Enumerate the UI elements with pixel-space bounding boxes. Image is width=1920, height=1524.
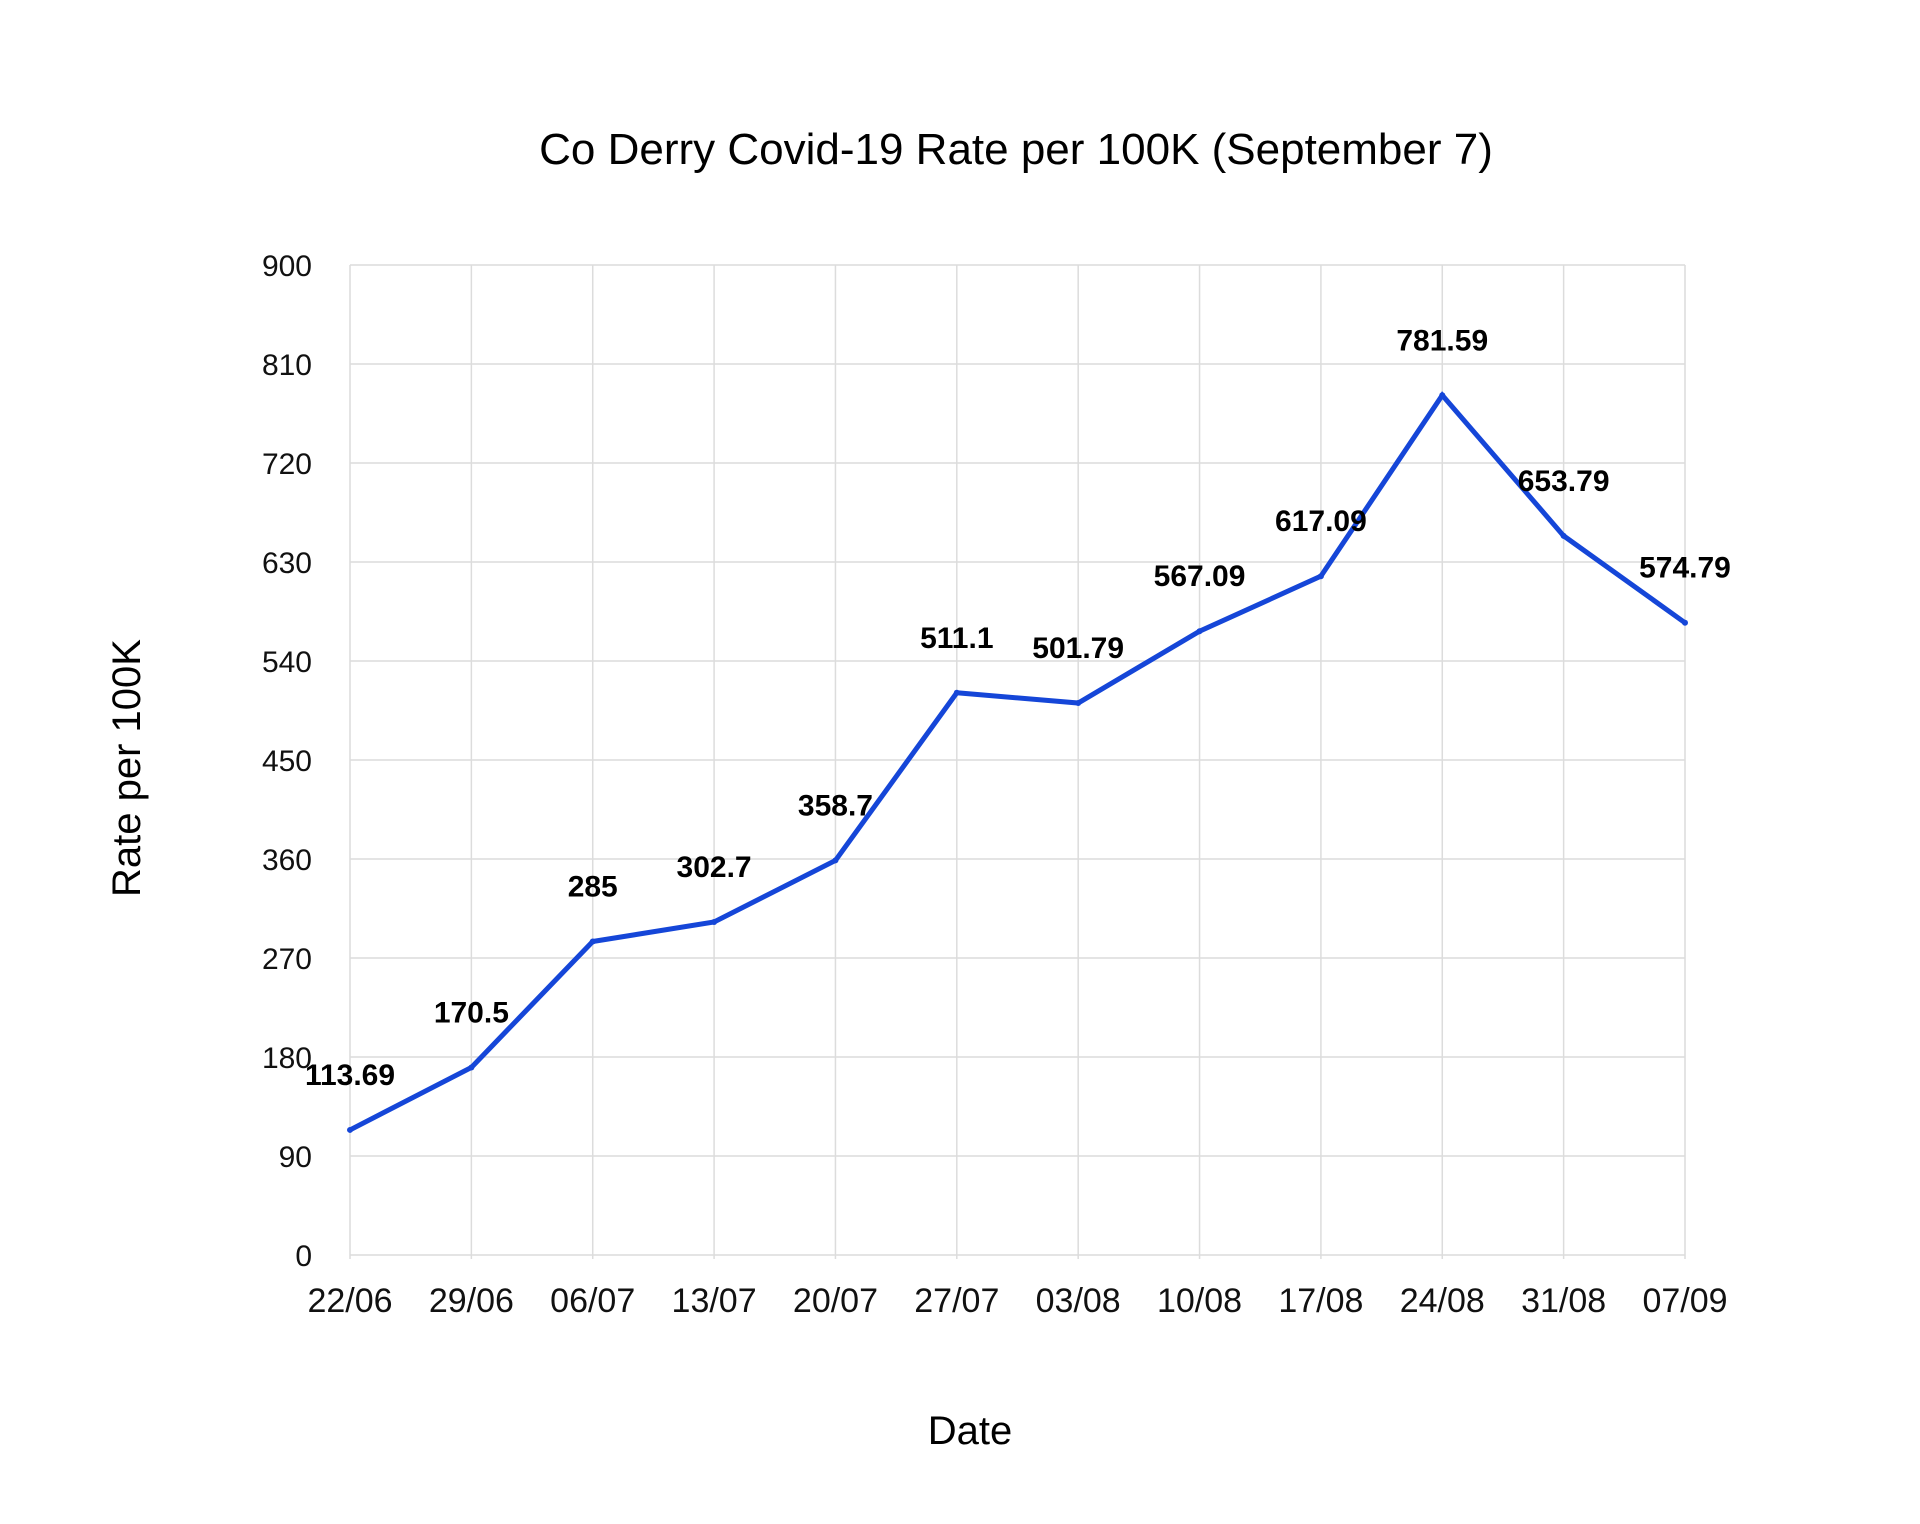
data-labels: 113.69 170.5 285 302.7 358.7 511.1 501.79 567.0… [305, 324, 1731, 1092]
data-point [1075, 700, 1082, 707]
series-layer [347, 391, 1688, 1133]
data-label: 302.7 [677, 851, 752, 884]
grid [349, 264, 1686, 1259]
x-tick-label: 07/09 [1642, 1282, 1727, 1320]
data-point [832, 857, 839, 864]
x-tick-label: 24/08 [1400, 1282, 1485, 1320]
data-label: 285 [568, 871, 618, 904]
y-tick-label: 180 [262, 1042, 312, 1075]
data-point [347, 1126, 353, 1133]
y-tick-label: 360 [262, 844, 312, 877]
x-tick-label: 03/08 [1036, 1282, 1121, 1320]
data-label: 567.09 [1154, 560, 1246, 593]
data-label: 511.1 [920, 622, 993, 655]
data-point [468, 1064, 475, 1071]
y-tick-label: 630 [262, 547, 312, 580]
y-axis-title: Rate per 100K [105, 639, 149, 897]
data-label: 653.79 [1518, 465, 1610, 498]
y-tick-label: 0 [295, 1240, 312, 1273]
x-axis-ticks: 22/06 29/06 06/07 13/07 20/07 27/07 03/08 10/08… [307, 1282, 1727, 1320]
x-tick-label: 22/06 [307, 1282, 392, 1320]
data-point [1560, 532, 1567, 539]
data-label: 113.69 [305, 1059, 395, 1092]
y-tick-label: 450 [262, 745, 312, 778]
x-tick-label: 20/07 [793, 1282, 878, 1320]
data-label: 617.09 [1275, 505, 1367, 538]
x-tick-label: 10/08 [1157, 1282, 1242, 1320]
x-tick-label: 29/06 [429, 1282, 514, 1320]
y-tick-label: 540 [262, 646, 312, 679]
y-tick-label: 900 [262, 250, 312, 283]
x-tick-label: 17/08 [1278, 1282, 1363, 1320]
y-tick-label: 270 [262, 943, 312, 976]
data-label: 170.5 [434, 996, 509, 1029]
data-label: 574.79 [1639, 552, 1731, 585]
x-tick-label: 06/07 [550, 1282, 635, 1320]
x-tick-label: 13/07 [672, 1282, 757, 1320]
data-label: 501.79 [1032, 632, 1124, 665]
data-label: 358.7 [798, 789, 873, 822]
data-point [711, 919, 718, 926]
x-tick-label: 27/07 [914, 1282, 999, 1320]
x-axis-title: Date [928, 1409, 1013, 1453]
y-tick-label: 720 [262, 448, 312, 481]
data-point [589, 938, 596, 945]
y-tick-label: 90 [279, 1141, 312, 1174]
data-point [953, 689, 960, 696]
data-point [1682, 619, 1688, 626]
y-tick-label: 810 [262, 349, 312, 382]
chart-title: Co Derry Covid-19 Rate per 100K (Septemb… [539, 125, 1493, 174]
y-axis-ticks: 0 90 180 270 360 450 540 630 720 810 900 [262, 250, 312, 1273]
data-label: 781.59 [1396, 324, 1488, 357]
x-tick-label: 31/08 [1521, 1282, 1606, 1320]
data-point [1317, 573, 1324, 580]
data-point [1439, 392, 1446, 399]
series-line [348, 391, 1687, 1133]
data-point [1196, 628, 1203, 635]
